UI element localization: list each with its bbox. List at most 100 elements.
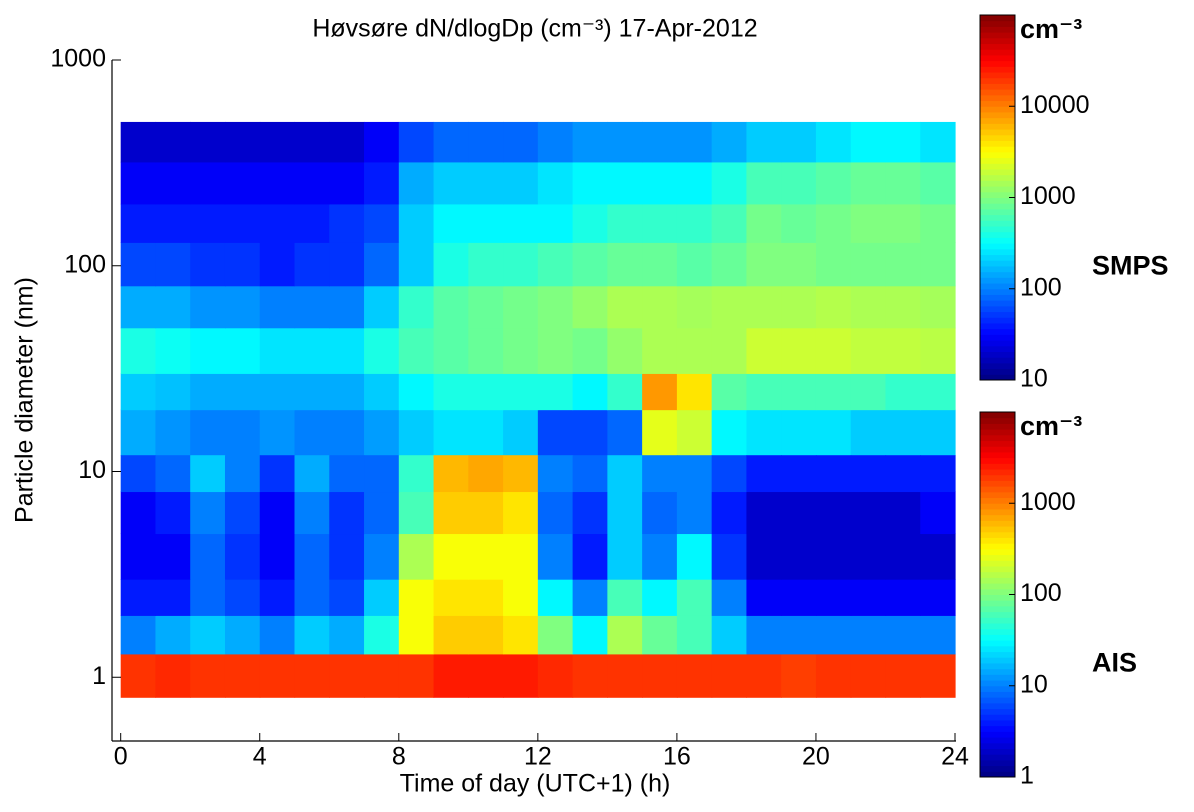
heatmap-cell <box>572 615 608 655</box>
colorbar-tick-label: 1000 <box>1020 182 1076 210</box>
heatmap-cell <box>815 615 852 655</box>
heatmap-cell <box>850 533 887 580</box>
heatmap-cell <box>711 203 748 243</box>
colorbar-segment <box>980 645 1015 653</box>
heatmap-cell <box>468 203 504 243</box>
heatmap-cell <box>676 615 713 655</box>
heatmap-cell <box>537 579 574 616</box>
heatmap-cell <box>537 373 574 411</box>
heatmap-cell <box>503 491 539 535</box>
colorbar-segment <box>980 288 1015 295</box>
heatmap-cell <box>885 242 921 287</box>
colorbar-segment <box>980 440 1015 447</box>
colorbar-tick-label: 100 <box>1020 273 1062 301</box>
colorbar-segment <box>980 451 1015 459</box>
heatmap-cell <box>781 285 817 329</box>
colorbar-segment <box>980 311 1015 318</box>
x-tick-label: 24 <box>941 743 969 771</box>
heatmap-cell <box>642 373 678 411</box>
heatmap-cell <box>572 242 608 287</box>
heatmap-cell <box>607 455 643 493</box>
heatmap-cell <box>364 327 400 374</box>
colorbar-segment <box>980 140 1015 147</box>
colorbar-segment <box>980 89 1015 96</box>
heatmap-cell <box>642 409 678 456</box>
heatmap-cell <box>503 653 539 698</box>
heatmap-cell <box>607 533 643 580</box>
heatmap-cell <box>850 327 887 374</box>
heatmap-cell <box>537 285 574 329</box>
heatmap-cell <box>190 491 226 535</box>
colorbar-segment <box>980 26 1015 33</box>
heatmap-cell <box>537 533 574 580</box>
heatmap-cell <box>572 161 608 205</box>
heatmap-cell <box>433 653 469 698</box>
heatmap-cell <box>329 327 365 374</box>
heatmap-cell <box>642 285 678 329</box>
heatmap-cell <box>850 203 887 243</box>
heatmap-cell <box>433 327 469 374</box>
heatmap-cell <box>224 409 261 456</box>
x-tick-label: 0 <box>114 743 128 771</box>
heatmap-cell <box>364 161 400 205</box>
colorbar-segment <box>980 260 1015 267</box>
colorbar-segment <box>980 351 1015 358</box>
instrument-label: SMPS <box>1092 251 1169 281</box>
heatmap-cell <box>155 579 191 616</box>
heatmap-cell <box>294 203 330 243</box>
y-tick-label: 1000 <box>50 45 106 73</box>
colorbar-segment <box>980 623 1015 630</box>
colorbar-segment <box>980 662 1015 670</box>
heatmap-cell <box>190 285 226 329</box>
colorbar-segment <box>980 429 1015 436</box>
heatmap-cell <box>294 327 330 374</box>
heatmap-cell <box>433 203 469 243</box>
heatmap-cell <box>468 533 504 580</box>
heatmap-cell <box>746 285 782 329</box>
heatmap-cell <box>607 203 643 243</box>
heatmap-cell <box>920 409 956 456</box>
heatmap-cell <box>259 203 296 243</box>
colorbar-segment <box>980 731 1015 738</box>
heatmap-cell <box>920 653 956 698</box>
heatmap-cell <box>815 203 852 243</box>
heatmap-cell <box>572 409 608 456</box>
colorbar-segment <box>980 680 1015 687</box>
heatmap-cell <box>120 491 157 535</box>
heatmap-cell <box>433 491 469 535</box>
colorbar-segment <box>980 714 1015 721</box>
heatmap-cell <box>607 579 643 616</box>
heatmap-cell <box>120 615 157 655</box>
colorbar-segment <box>980 560 1015 567</box>
colorbar-segment <box>980 174 1015 181</box>
heatmap-cell <box>329 533 365 580</box>
heatmap-cell <box>364 121 400 163</box>
heatmap-cell <box>364 653 400 698</box>
colorbar-segment <box>980 577 1015 584</box>
colorbar-segment <box>980 328 1015 335</box>
colorbar-segment <box>980 151 1015 159</box>
colorbar-segment <box>980 157 1015 164</box>
heatmap-cell <box>433 615 469 655</box>
colorbar-segment <box>980 719 1015 727</box>
colorbar-segment <box>980 605 1015 613</box>
colorbar-segment <box>980 742 1015 749</box>
heatmap-cell <box>572 491 608 535</box>
colorbar-segment <box>980 508 1015 516</box>
heatmap-cell <box>781 203 817 243</box>
heatmap-cell <box>746 455 782 493</box>
colorbar-segment <box>980 32 1015 39</box>
colorbar-segment <box>980 43 1015 50</box>
heatmap-cell <box>920 579 956 616</box>
colorbar-segment <box>980 457 1015 464</box>
heatmap-cell <box>537 161 574 205</box>
heatmap-cell <box>120 203 157 243</box>
colorbar-segment <box>980 49 1015 56</box>
heatmap-cell <box>224 653 261 698</box>
heatmap-cell <box>398 242 435 287</box>
colorbar-segment <box>980 491 1015 499</box>
x-axis-label: Time of day (UTC+1) (h) <box>400 770 671 798</box>
colorbar-segment <box>980 300 1015 307</box>
heatmap-cell <box>503 455 539 493</box>
colorbar-segment <box>980 520 1015 527</box>
